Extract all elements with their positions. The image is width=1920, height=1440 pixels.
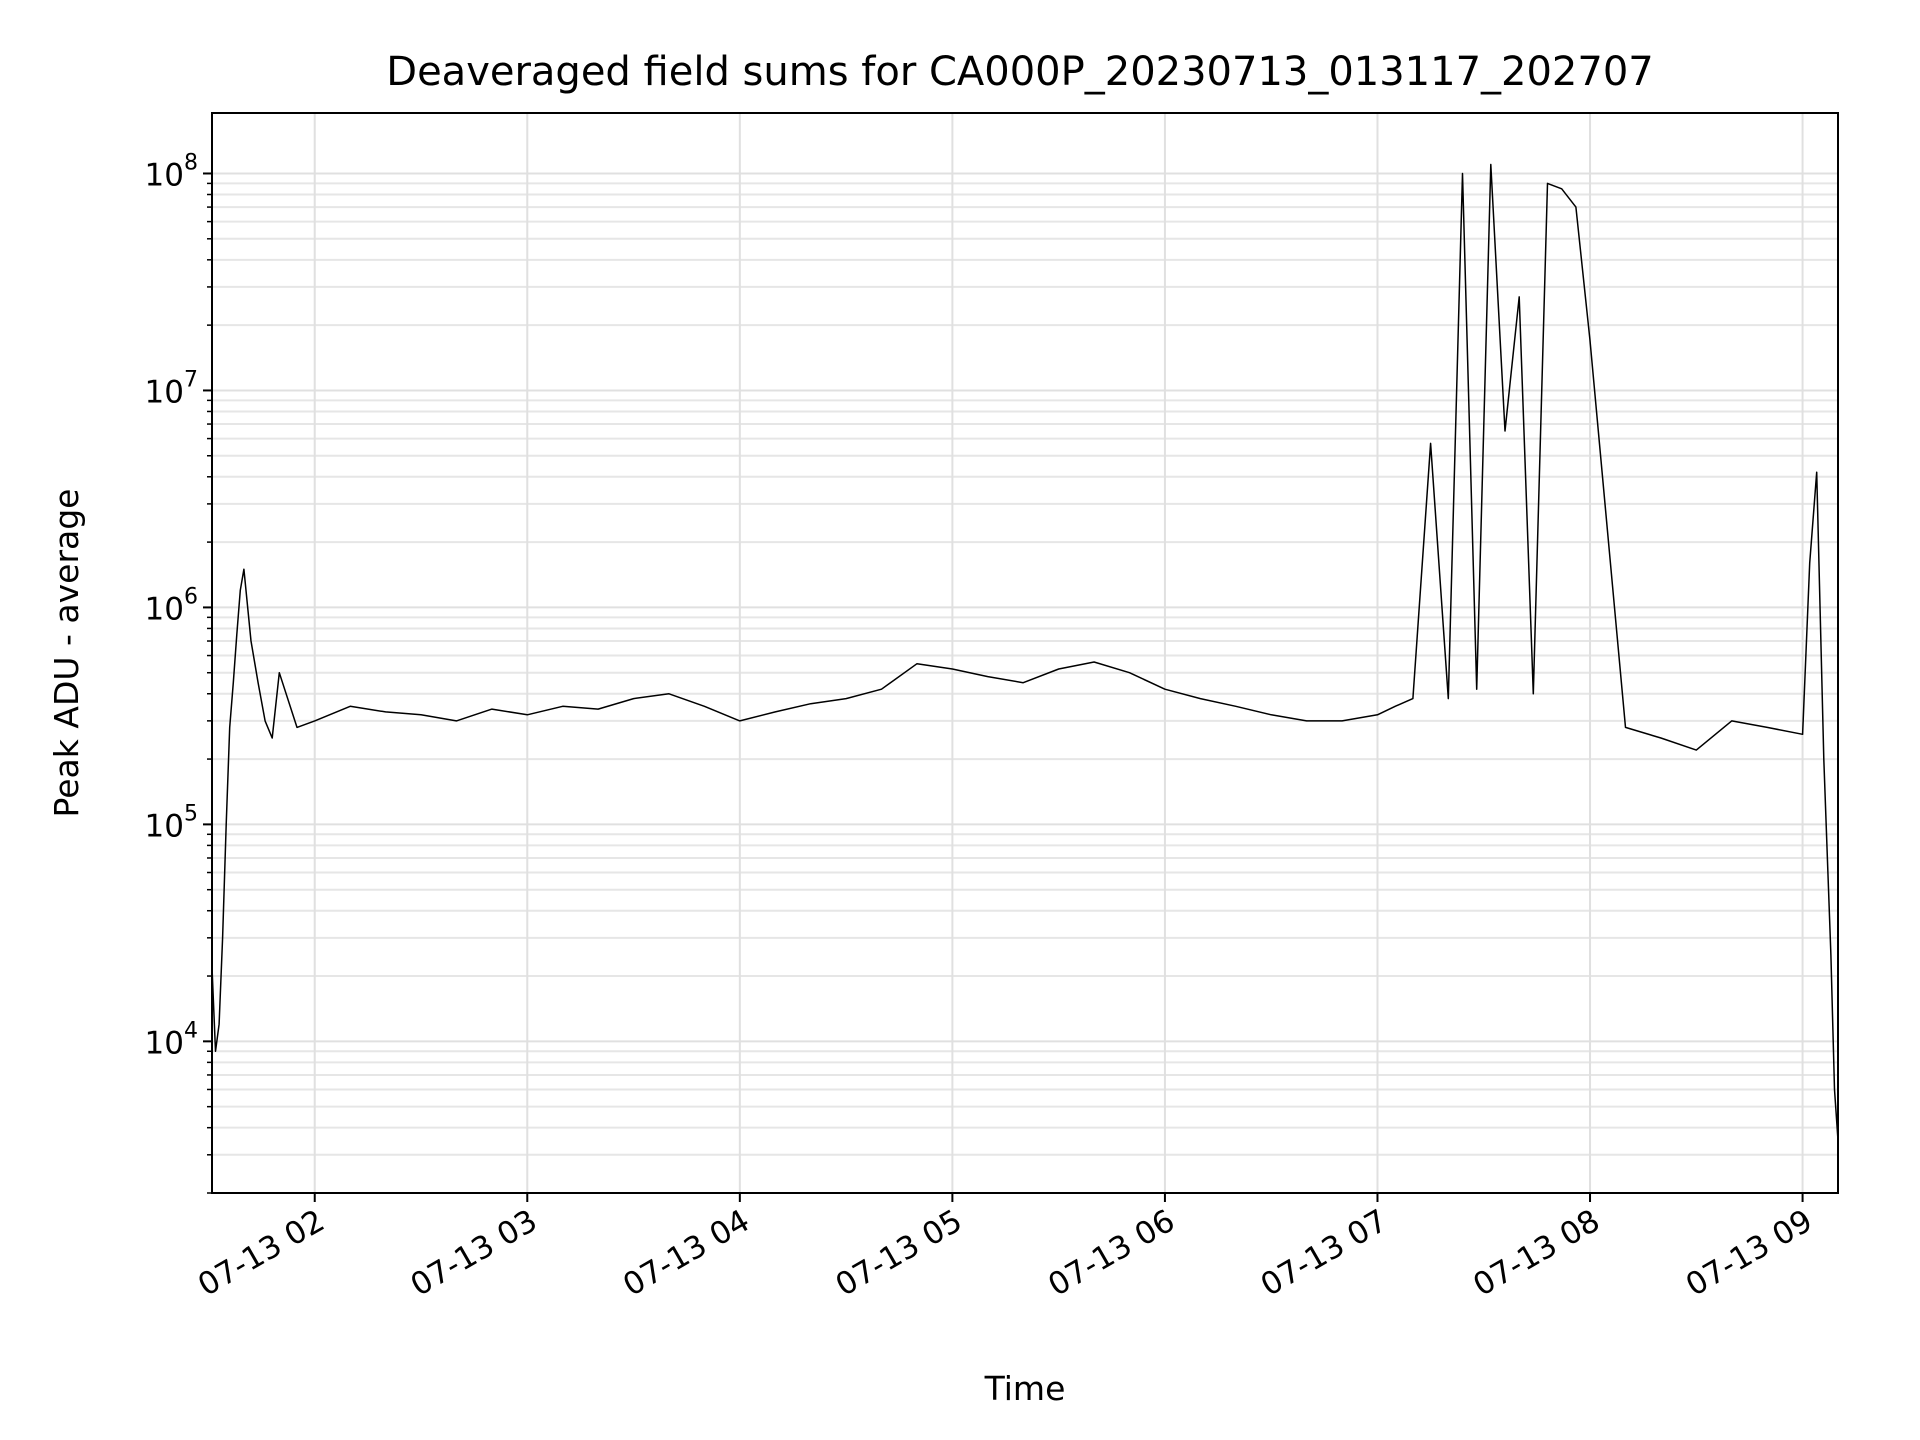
y-tick-label: 106 (145, 584, 198, 627)
y-tick-label: 107 (145, 367, 198, 410)
y-axis: 104 105 106 107 108 (145, 150, 212, 1194)
series-line (211, 163, 1839, 1141)
y-tick-label: 108 (145, 150, 198, 193)
y-tick-label: 105 (145, 801, 198, 844)
plot-area (211, 163, 1839, 1141)
grid (212, 113, 1838, 1194)
y-axis-label: Peak ADU - average (47, 489, 86, 818)
y-tick-label: 104 (145, 1018, 198, 1061)
chart-title: Deaveraged field sums for CA000P_2023071… (386, 49, 1653, 95)
x-axis-label: Time (984, 1369, 1066, 1408)
plot-frame (211, 112, 1839, 1194)
